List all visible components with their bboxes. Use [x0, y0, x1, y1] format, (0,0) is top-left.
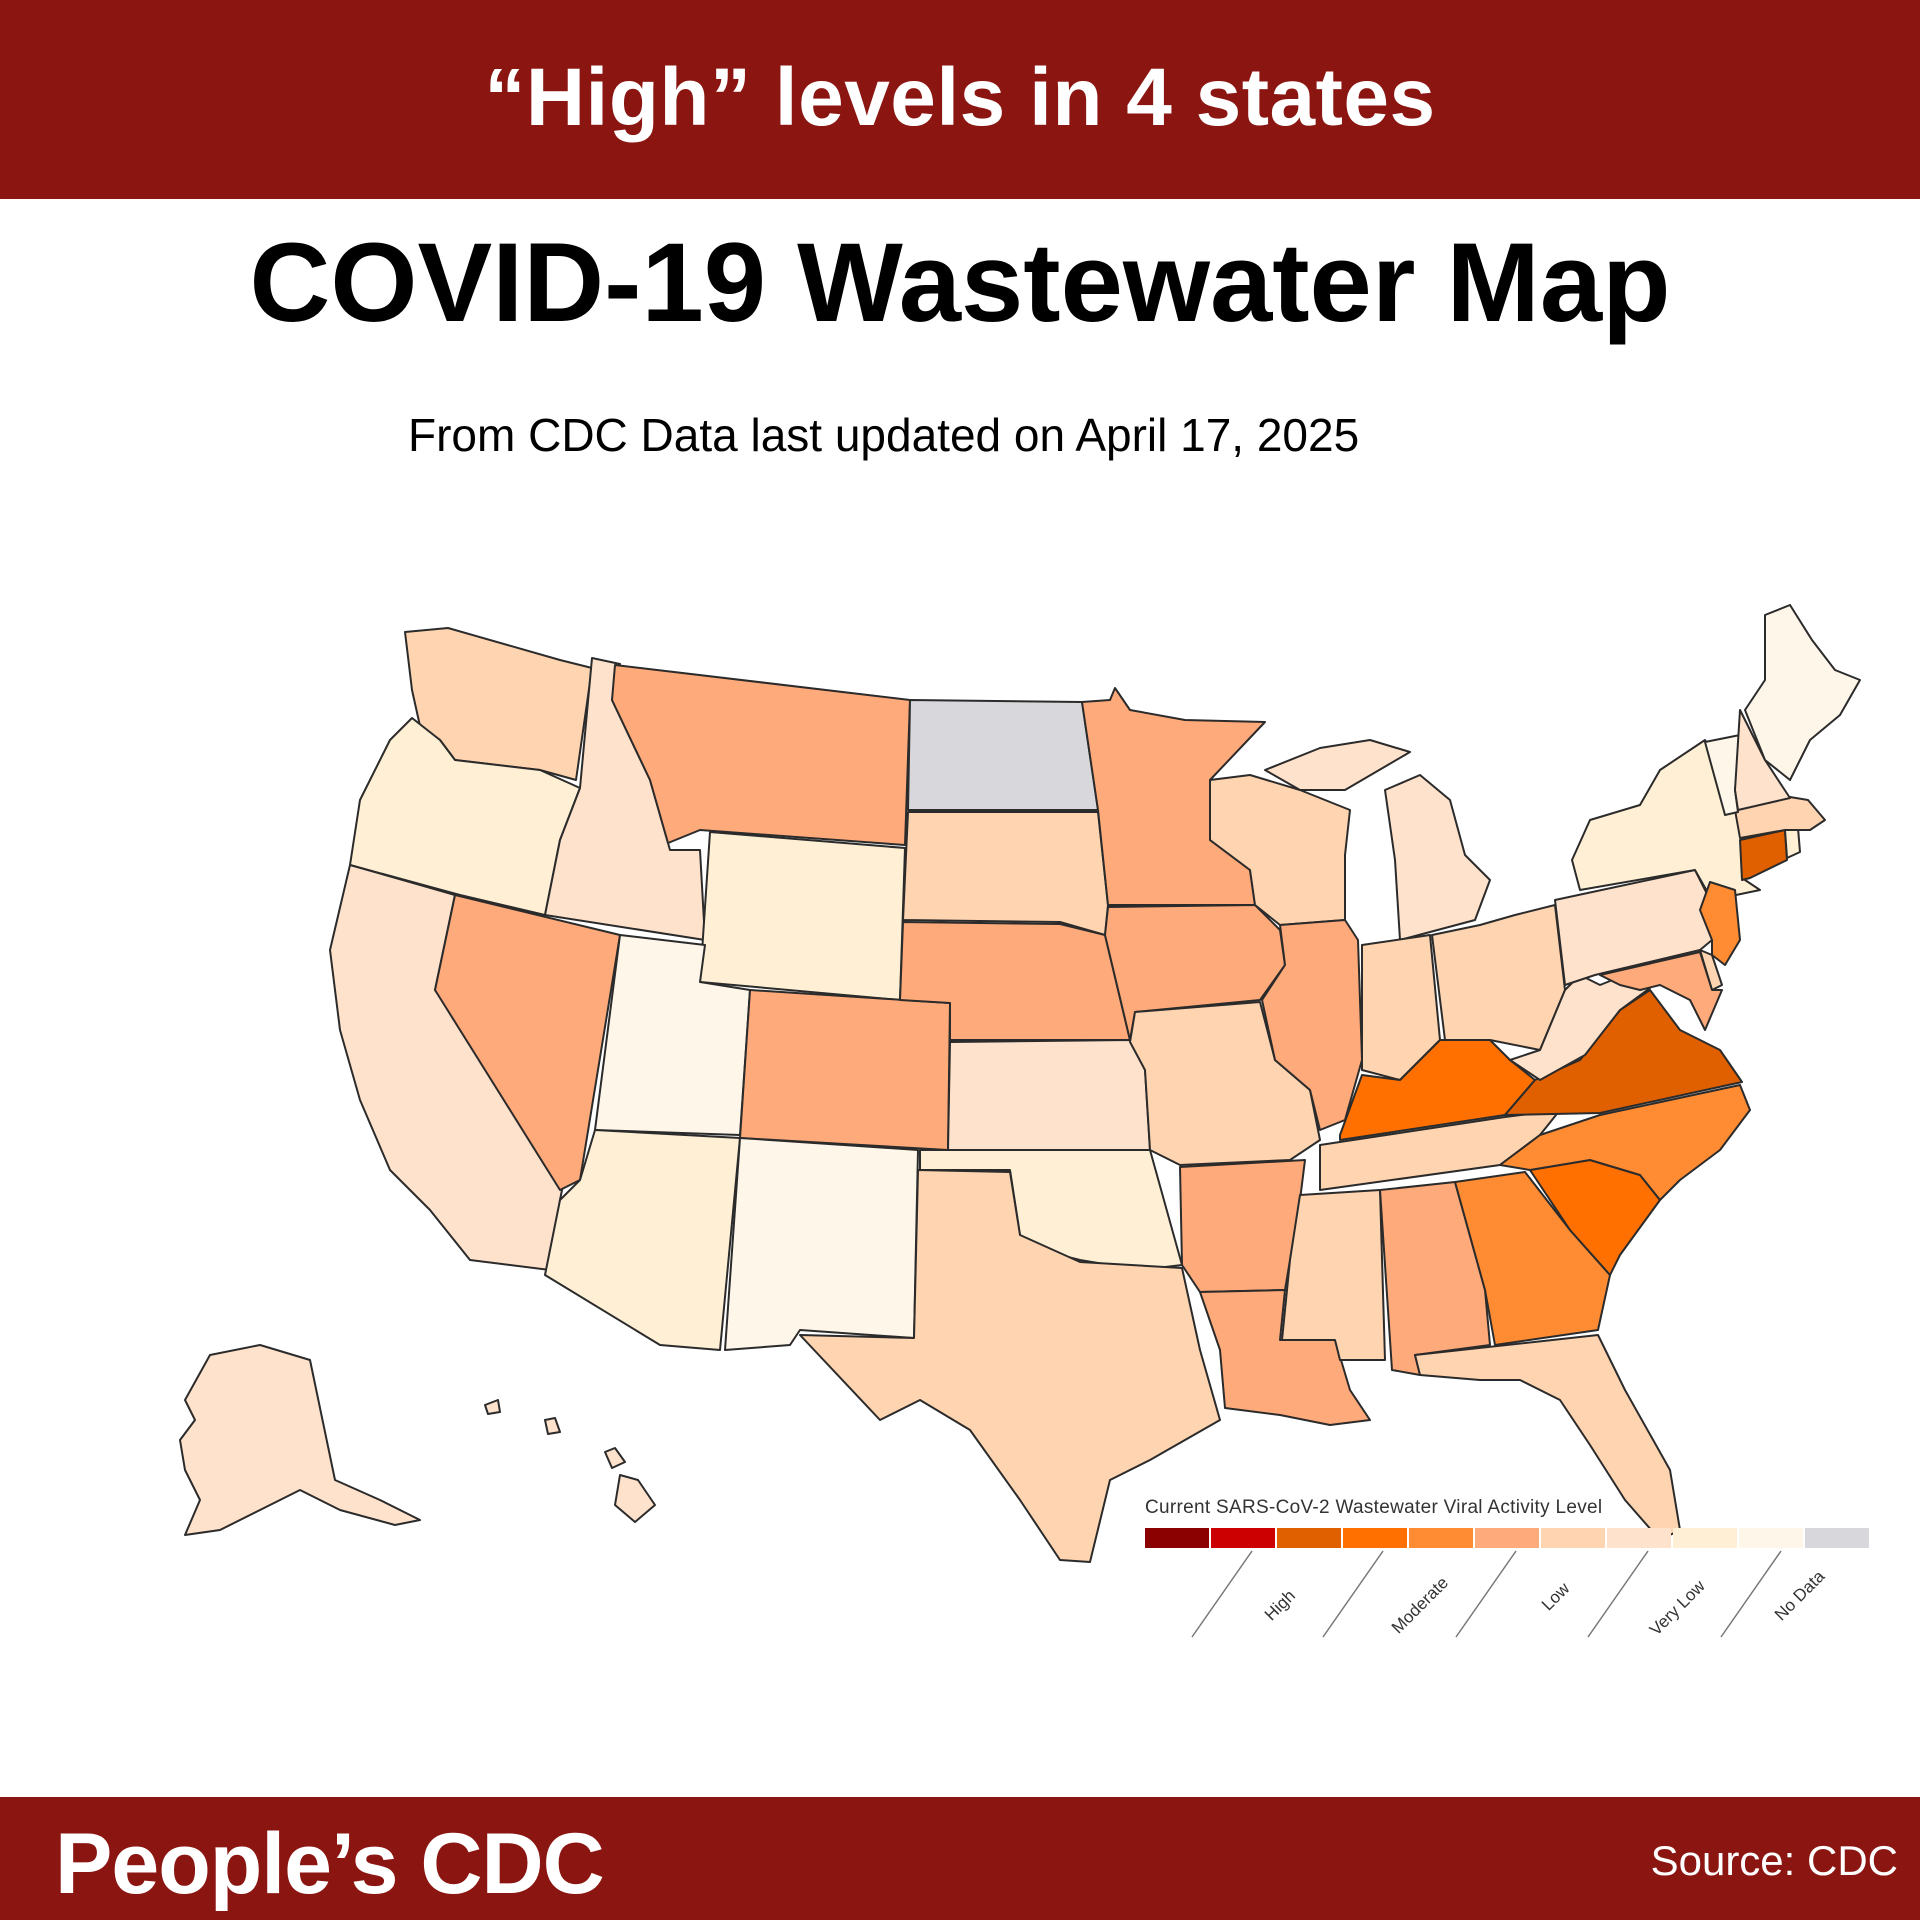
state-ga	[1454, 1171, 1611, 1346]
state-nj	[1699, 881, 1741, 966]
state-nd	[907, 699, 1099, 811]
legend-color-scale	[1145, 1528, 1869, 1548]
footer-band: People’s CDC Source: CDC	[0, 1797, 1920, 1920]
legend-swatch	[1673, 1528, 1737, 1548]
state-md	[1599, 951, 1723, 1031]
legend-swatch	[1343, 1528, 1407, 1548]
legend-swatch	[1541, 1528, 1605, 1548]
headline: “High” levels in 4 states	[484, 51, 1436, 143]
state-il	[1261, 919, 1363, 1131]
legend-swatch	[1607, 1528, 1671, 1548]
state-tx	[799, 1169, 1221, 1563]
state-me	[1744, 604, 1861, 781]
legend-swatch	[1409, 1528, 1473, 1548]
legend-title: Current SARS-CoV-2 Wastewater Viral Acti…	[1145, 1497, 1603, 1518]
state-nm	[724, 1137, 919, 1351]
state-ri	[1784, 827, 1801, 859]
legend-swatch	[1805, 1528, 1869, 1548]
legend-swatch	[1739, 1528, 1803, 1548]
state-fl	[1414, 1334, 1681, 1541]
state-ak	[179, 1344, 421, 1536]
state-mi-up	[1264, 739, 1411, 791]
state-ar	[1179, 1159, 1306, 1293]
legend-swatch	[1211, 1528, 1275, 1548]
page-title: COVID-19 Wastewater Map	[249, 220, 1671, 345]
legend-swatch	[1475, 1528, 1539, 1548]
state-ks	[947, 1039, 1151, 1151]
state-co	[739, 989, 951, 1151]
source-label: Source: CDC	[1650, 1837, 1898, 1884]
state-hi	[484, 1399, 656, 1523]
state-ky	[1339, 1039, 1536, 1141]
state-mi	[1384, 774, 1491, 941]
state-wy	[699, 831, 906, 1001]
state-nc	[1499, 1084, 1751, 1201]
header-band: “High” levels in 4 states	[0, 0, 1920, 199]
state-ia	[1104, 904, 1286, 1041]
brand-logo: People’s CDC	[55, 1816, 605, 1912]
state-sd	[902, 811, 1109, 936]
legend-swatch	[1145, 1528, 1209, 1548]
legend-swatch	[1277, 1528, 1341, 1548]
state-ma	[1734, 796, 1826, 839]
state-nv	[434, 894, 621, 1191]
state-la	[1199, 1289, 1371, 1426]
subtitle: From CDC Data last updated on April 17, …	[408, 409, 1360, 461]
state-ms	[1281, 1189, 1386, 1361]
